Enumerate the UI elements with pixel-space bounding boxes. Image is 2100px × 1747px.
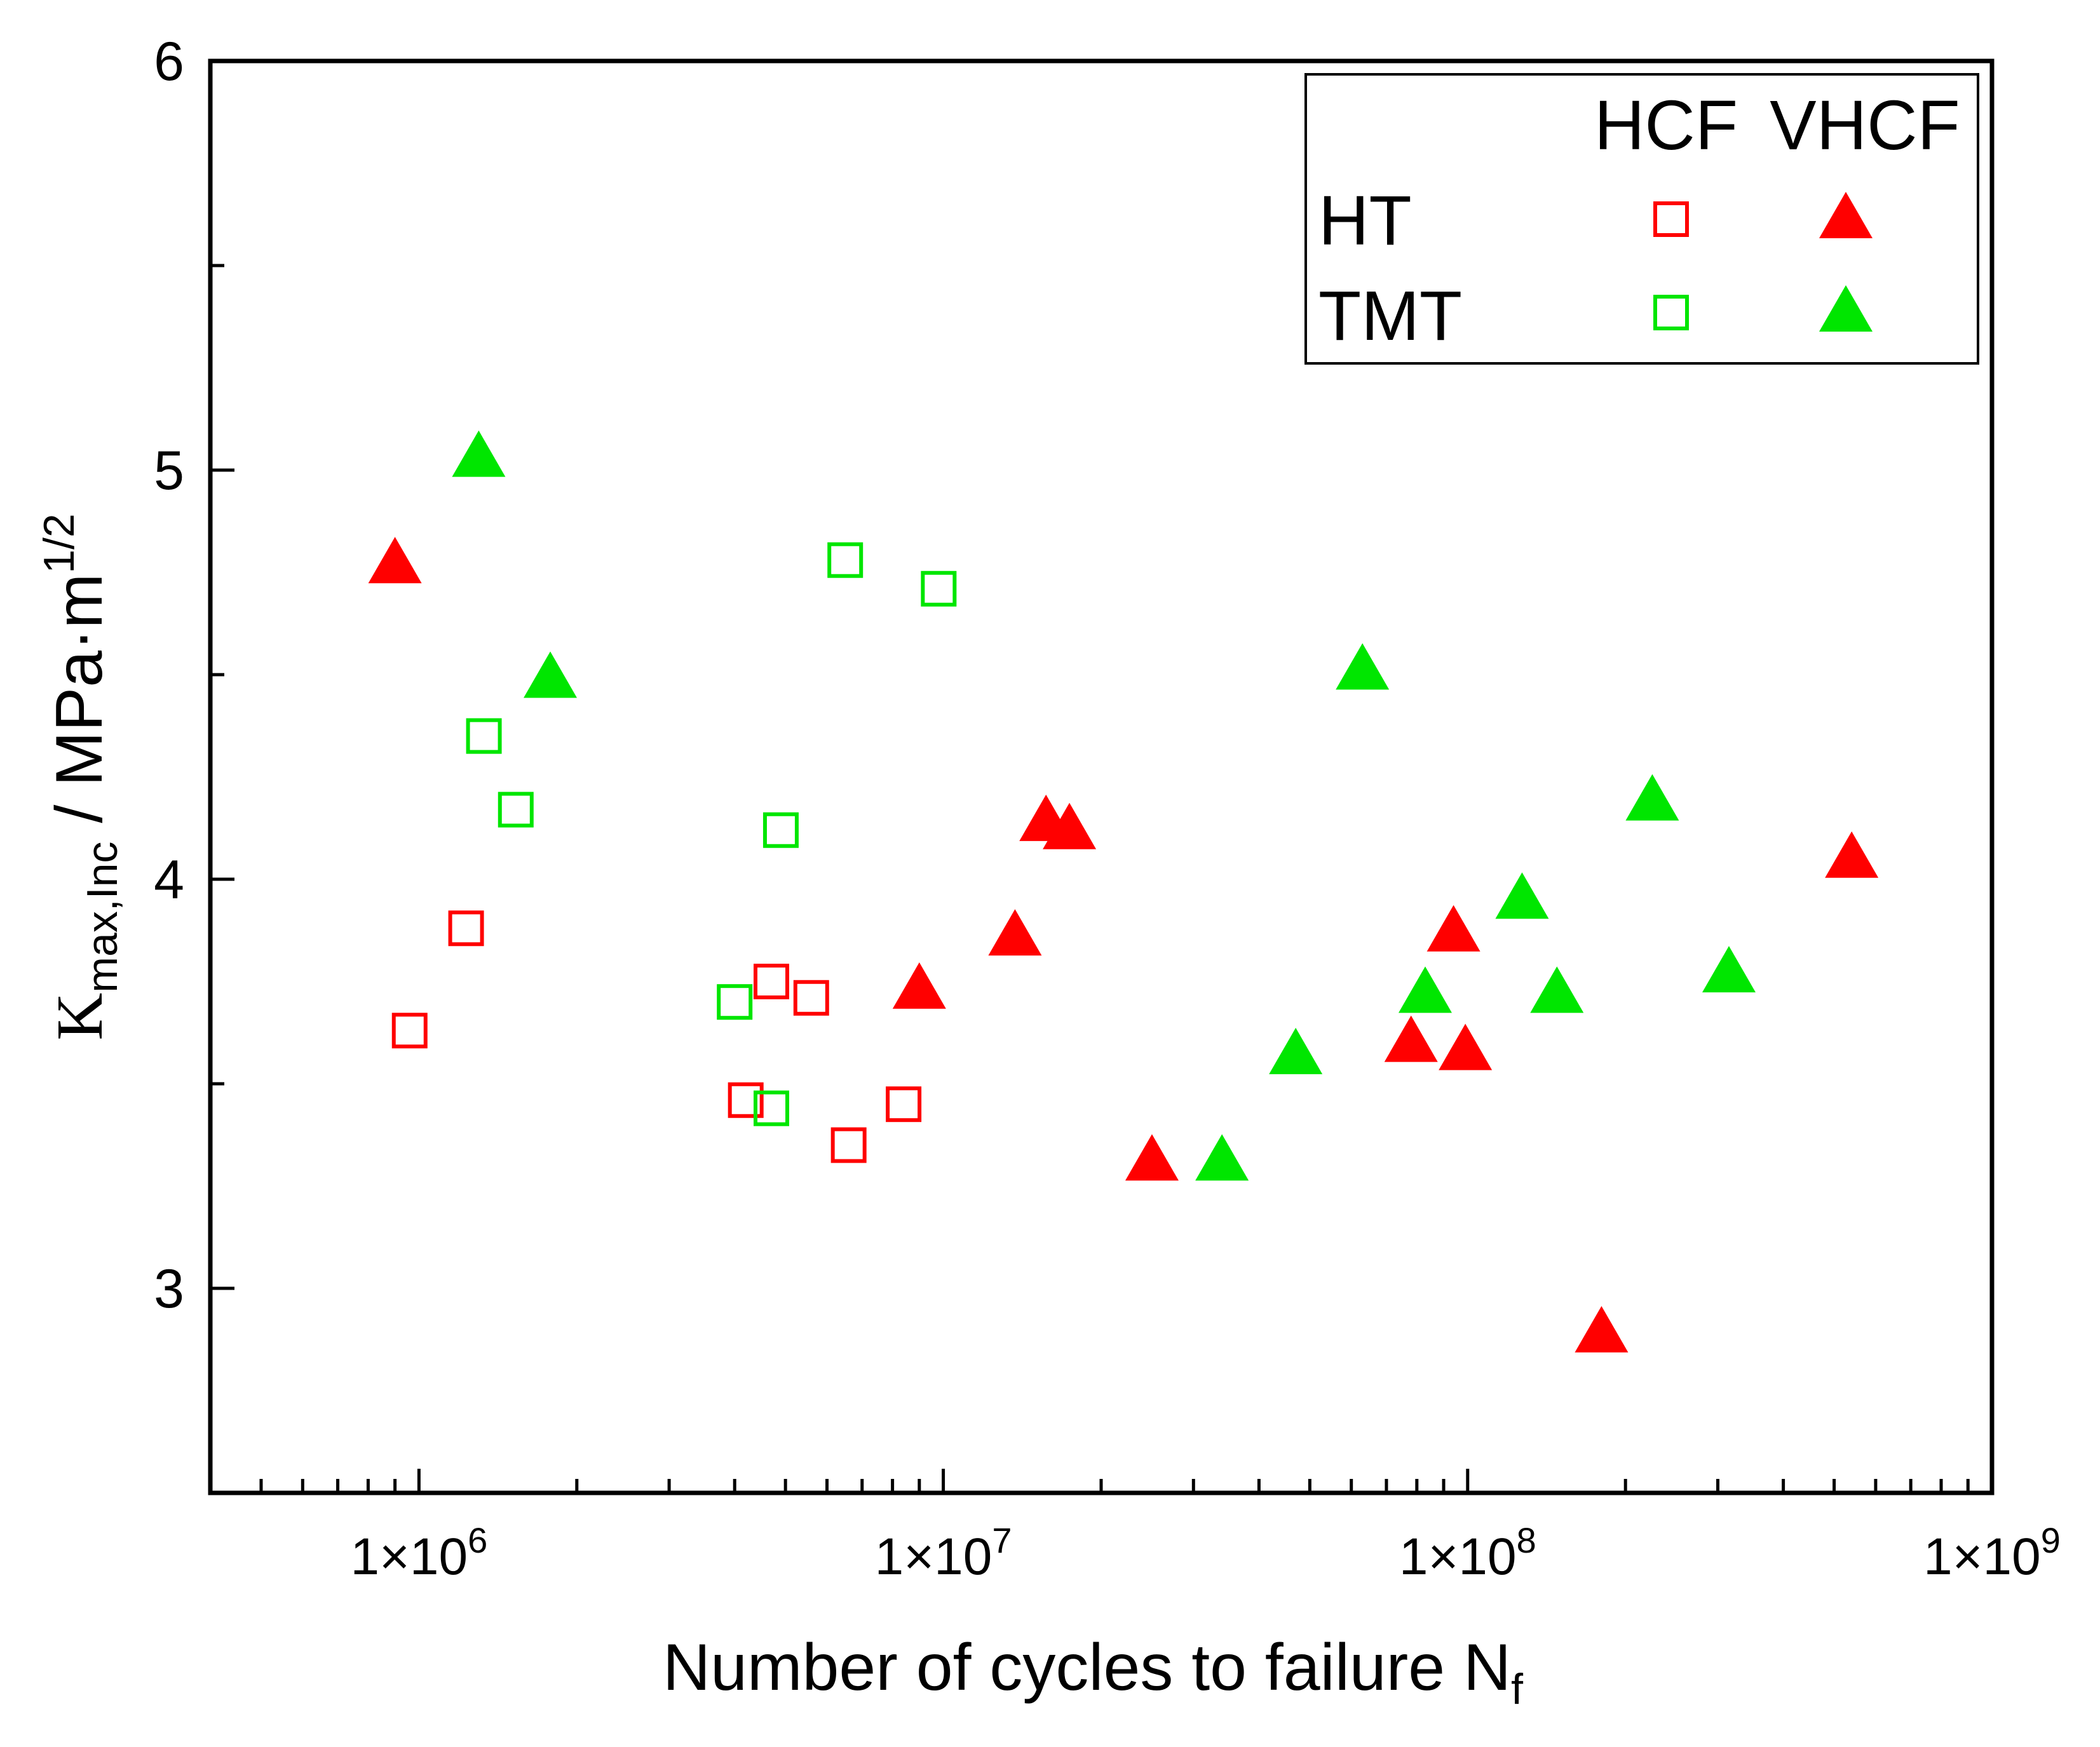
data-point-triangle [988,909,1042,956]
data-point-square [391,1013,428,1049]
series-group [368,537,1879,1352]
data-point-triangle [1575,1305,1629,1352]
legend-box [1304,73,1979,365]
data-point-triangle [524,651,578,698]
data-point-triangle [1625,774,1679,821]
data-point-square [886,1086,922,1123]
data-point-triangle [1269,1027,1323,1074]
x-tick-label: 1×108 [1399,1520,1536,1586]
data-point-triangle [1336,643,1390,690]
legend: HCF VHCF HT TMT [1304,73,1979,365]
y-tick-label: 4 [154,849,184,910]
y-axis-label: Kmax,Inc / MPa·m1/2 [35,513,126,1041]
data-point-triangle [1043,802,1097,849]
legend-marker-triangle [1819,285,1873,332]
data-point-triangle [368,537,422,584]
x-tick-label: 1×109 [1923,1520,2061,1586]
data-point-triangle [892,962,946,1009]
y-tick-label: 3 [154,1258,184,1319]
data-point-triangle [1439,1023,1493,1070]
data-point-square [717,984,753,1020]
legend-header-vhcf: VHCF [1770,86,1960,165]
data-point-square [754,964,790,999]
data-point-triangle [1125,1134,1179,1181]
data-point-triangle [452,430,506,477]
data-point-square [793,980,829,1016]
legend-marker-triangle [1819,192,1873,238]
data-point-square [921,570,957,607]
data-point-square [466,718,502,754]
y-axis: 3 4 5 6 [154,31,234,1495]
data-point-triangle [1426,905,1480,952]
x-axis-label: Number of cycles to failure Nf [663,1631,1523,1713]
data-point-square [827,542,864,578]
data-point-square [498,792,534,828]
data-point-triangle [1825,831,1879,878]
legend-markers [1653,192,1873,332]
plot-marks [368,430,1879,1352]
data-point-square [754,1090,790,1126]
data-point-triangle [1530,966,1584,1013]
legend-header-hcf: HCF [1594,86,1738,165]
data-point-triangle [1384,1015,1438,1062]
data-point-triangle [1702,946,1756,993]
data-point-square [728,1082,764,1118]
data-point-triangle [1399,966,1453,1013]
x-tick-label: 1×107 [875,1520,1012,1586]
data-point-square [762,812,799,848]
x-tick-label: 1×106 [350,1520,487,1586]
data-point-square [830,1127,867,1163]
y-tick-label: 6 [154,31,184,92]
legend-marker-square [1653,295,1689,330]
legend-marker-square [1653,201,1689,237]
legend-row-ht: HT [1318,182,1412,260]
series-group [391,910,922,1163]
y-tick-label: 5 [154,440,184,501]
series-group [452,430,1756,1181]
x-axis: 1×106 1×107 1×108 1×109 [208,1469,2061,1586]
series-group [466,542,957,1126]
data-point-triangle [1195,1134,1249,1181]
legend-row-tmt: TMT [1318,277,1462,355]
data-point-triangle [1495,872,1549,919]
data-point-square [448,910,484,947]
